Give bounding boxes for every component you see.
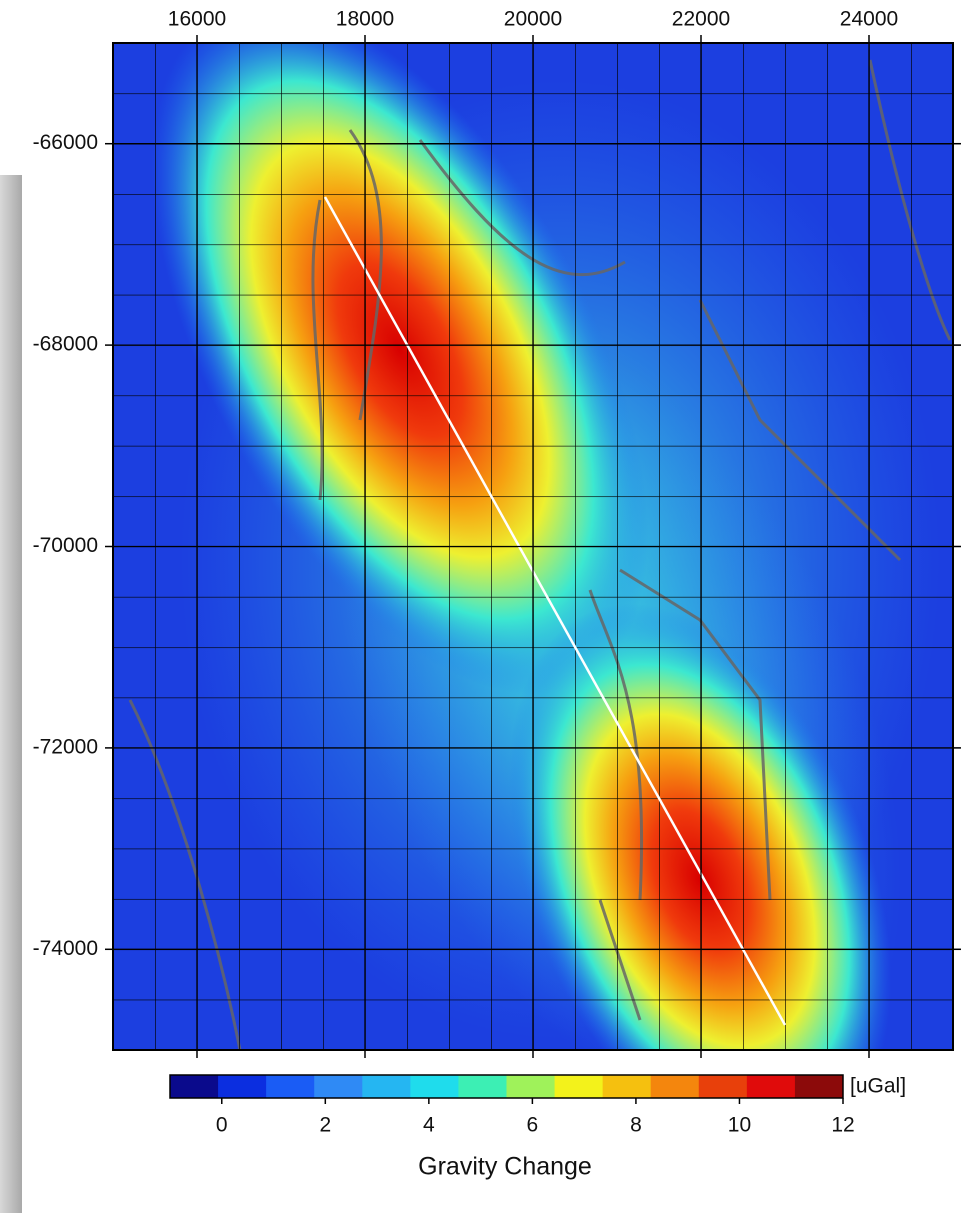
y-tick-label: -68000 (33, 333, 98, 356)
gravity-field (50, 0, 964, 1213)
colorbar-segment (218, 1075, 267, 1098)
colorbar-tick-label: 10 (728, 1114, 751, 1137)
colorbar-segment (314, 1075, 363, 1098)
colorbar-segment (603, 1075, 652, 1098)
x-tick-label: 20000 (504, 8, 562, 31)
colorbar-label: Gravity Change (418, 1153, 592, 1181)
colorbar-segment (170, 1075, 219, 1098)
colorbar-segment (747, 1075, 796, 1098)
colorbar-tick-label: 8 (630, 1114, 642, 1137)
colorbar-segment (410, 1075, 459, 1098)
x-tick-label: 24000 (840, 8, 898, 31)
x-tick-label: 22000 (672, 8, 730, 31)
y-tick-label: -72000 (33, 735, 98, 758)
colorbar-tick-label: 2 (319, 1114, 331, 1137)
colorbar-segment (699, 1075, 748, 1098)
colorbar-segment (795, 1075, 844, 1098)
colorbar-tick-label: 4 (423, 1114, 435, 1137)
colorbar-tick-label: 12 (831, 1114, 854, 1137)
background-hillshade (0, 175, 22, 1213)
colorbar-segment (507, 1075, 556, 1098)
x-tick-label: 16000 (168, 8, 226, 31)
y-tick-label: -66000 (33, 131, 98, 154)
colorbar-segment (651, 1075, 700, 1098)
colorbar-tick-label: 0 (216, 1114, 228, 1137)
colorbar-segment (458, 1075, 507, 1098)
x-tick-label: 18000 (336, 8, 394, 31)
y-tick-label: -74000 (33, 937, 98, 960)
y-tick-label: -70000 (33, 534, 98, 557)
map-figure: Gravity Change [uGal] 16000 18000 20000 220… (0, 0, 964, 1213)
colorbar-segment (555, 1075, 604, 1098)
colorbar-unit: [uGal] (850, 1075, 906, 1098)
colorbar-segment (362, 1075, 411, 1098)
colorbar-tick-label: 6 (527, 1114, 539, 1137)
colorbar-segment (266, 1075, 315, 1098)
